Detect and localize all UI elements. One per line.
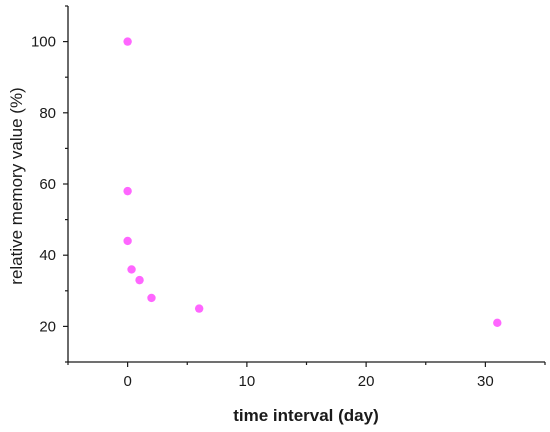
- y-tick-label: 80: [39, 105, 56, 122]
- y-tick-label: 100: [31, 34, 56, 51]
- x-tick-label: 30: [477, 373, 494, 390]
- x-axis-ticks: 0 10 20 30: [67, 362, 546, 390]
- y-tick-label: 40: [39, 247, 56, 264]
- data-point: [123, 186, 132, 196]
- data-point: [135, 275, 144, 285]
- data-points: [123, 37, 502, 328]
- y-axis-title: relative memory value (%): [7, 87, 26, 284]
- x-tick-label: 10: [239, 373, 256, 390]
- y-axis-ticks: 20 40 60 80 100: [31, 5, 68, 363]
- data-point: [127, 265, 136, 274]
- data-point: [123, 236, 132, 246]
- data-point: [123, 37, 132, 46]
- x-axis-title: time interval (day): [233, 406, 379, 425]
- x-tick-label: 20: [358, 373, 375, 390]
- data-point: [194, 304, 204, 313]
- data-point: [493, 318, 502, 328]
- y-tick-label: 60: [39, 176, 56, 193]
- data-point: [147, 293, 156, 303]
- x-tick-label: 0: [123, 373, 131, 390]
- axes: [67, 6, 545, 363]
- y-tick-label: 20: [39, 318, 56, 335]
